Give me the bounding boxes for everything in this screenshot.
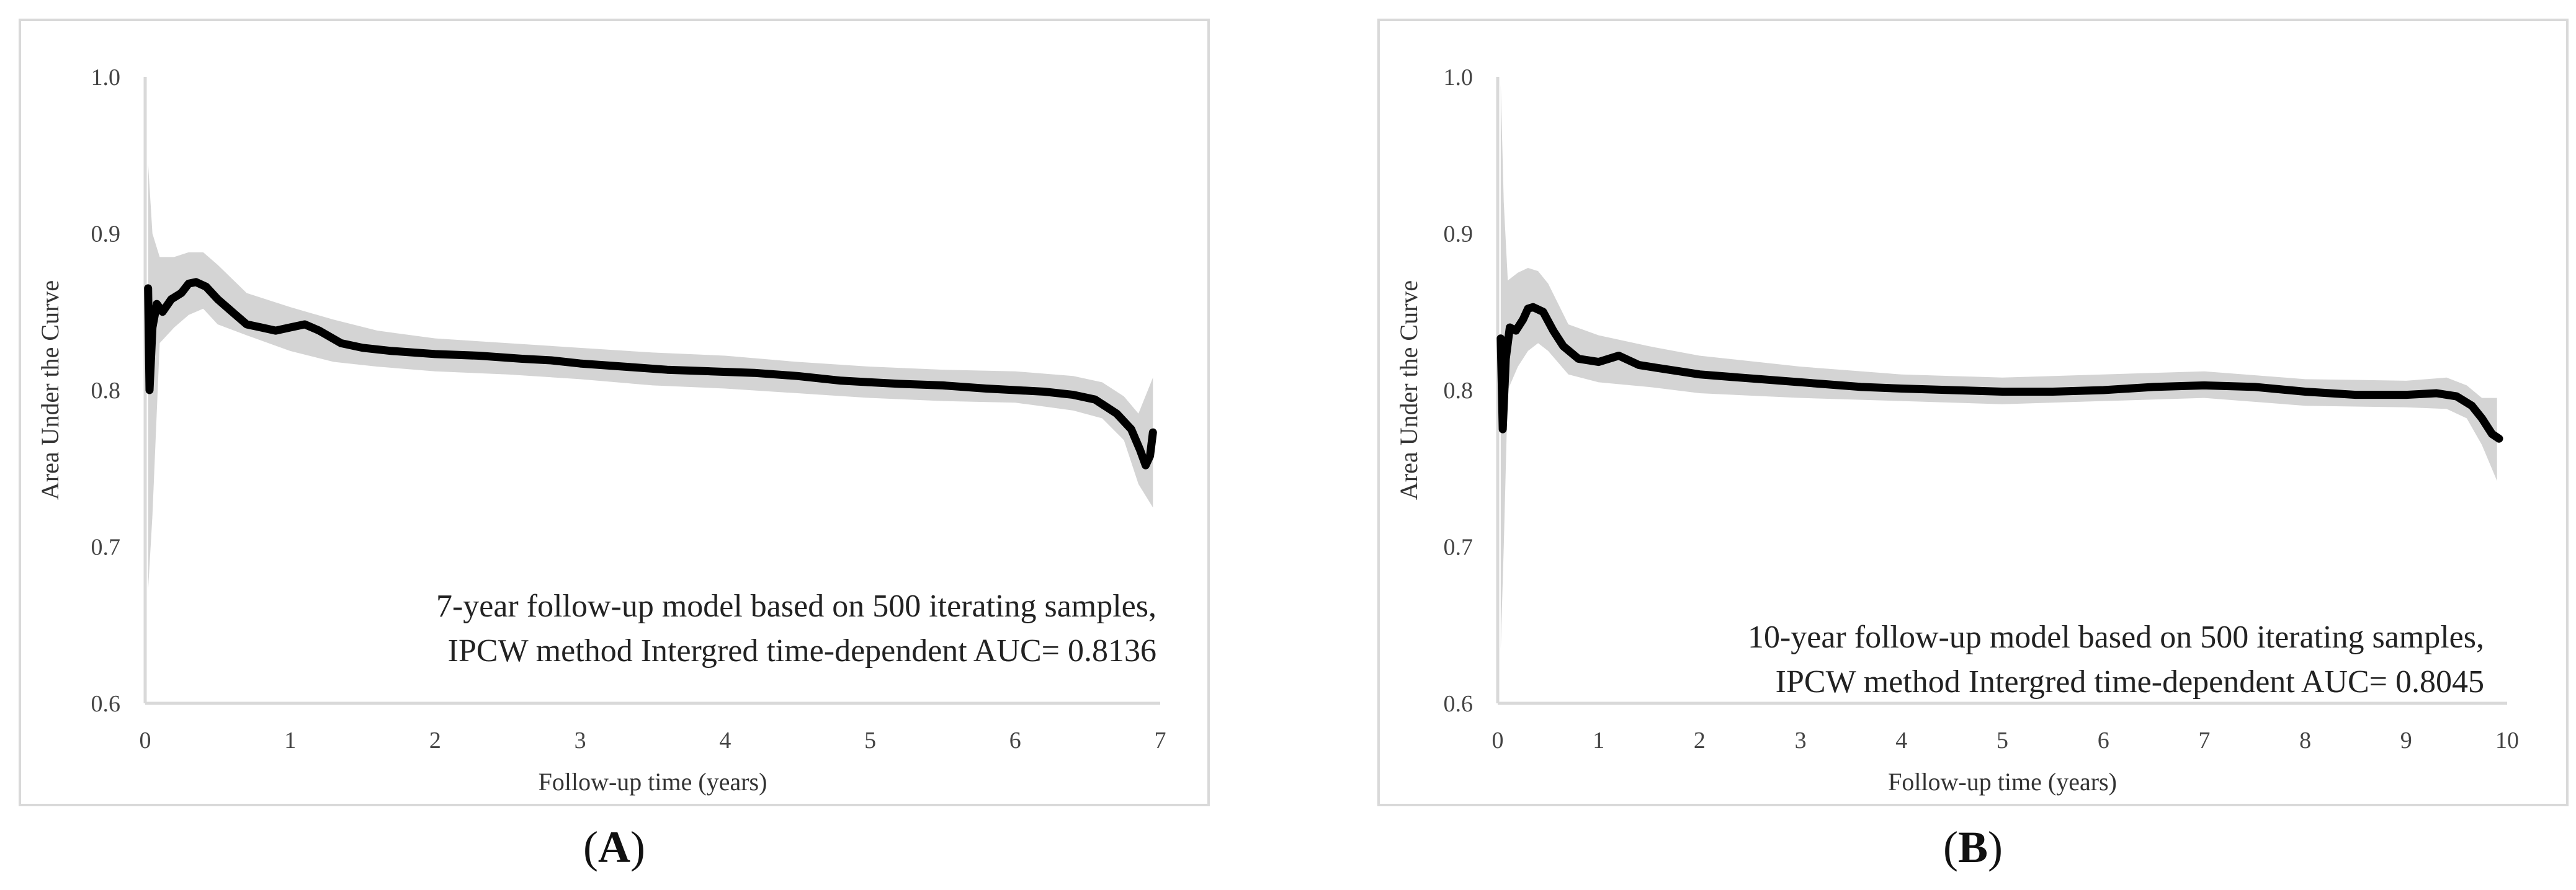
ci-band xyxy=(148,162,1153,591)
x-tick-label: 0 xyxy=(1492,728,1504,754)
auc-series-line xyxy=(1496,303,2503,443)
x-tick-label: 7 xyxy=(2198,728,2210,754)
ci-band xyxy=(1500,84,2497,649)
auc-annotation-line: 7-year follow-up model based on 500 iter… xyxy=(436,589,1156,624)
y-tick-label: 1.0 xyxy=(1444,65,1474,91)
x-tick-label: 3 xyxy=(575,728,586,754)
x-tick-label: 5 xyxy=(1997,728,2008,754)
x-tick-label: 2 xyxy=(429,728,441,754)
y-tick-label: 0.7 xyxy=(1444,535,1474,561)
x-tick-label: 10 xyxy=(2495,728,2519,754)
y-tick-label: 0.6 xyxy=(91,691,121,717)
auc-series-line xyxy=(144,278,1157,469)
y-tick-label: 0.9 xyxy=(1444,221,1474,247)
y-tick-label: 0.6 xyxy=(1444,691,1474,717)
x-tick-label: 1 xyxy=(1593,728,1604,754)
x-tick-label: 6 xyxy=(2098,728,2109,754)
x-tick-label: 0 xyxy=(140,728,151,754)
panel-label-b: (B) xyxy=(1943,822,2003,872)
y-tick-label: 0.8 xyxy=(1444,378,1474,404)
chart-panel-a: 0.6 0.7 0.8 0.9 1.0 0 1 2 3 4 5 6 7 Follow-up time (y… xyxy=(19,19,1210,806)
x-axis-title: Follow-up time (years) xyxy=(1888,768,2117,796)
x-tick-label: 8 xyxy=(2299,728,2311,754)
x-tick-label: 5 xyxy=(864,728,876,754)
x-tick-label: 4 xyxy=(1895,728,1907,754)
y-tick-label: 0.9 xyxy=(91,221,121,247)
panel-label-a: (A) xyxy=(583,822,645,872)
x-tick-label: 4 xyxy=(719,728,731,754)
auc-annotation-line: IPCW method Intergred time-dependent AUC… xyxy=(448,633,1156,669)
y-tick-label: 0.7 xyxy=(91,535,121,561)
auc-annotation-line: IPCW method Intergred time-dependent AUC… xyxy=(1776,664,2484,700)
y-axis-title: Area Under the Curve xyxy=(36,280,64,500)
x-tick-label: 6 xyxy=(1009,728,1021,754)
x-tick-label: 1 xyxy=(284,728,296,754)
auc-chart-a: 0.6 0.7 0.8 0.9 1.0 0 1 2 3 4 5 6 7 Follow-up time (y… xyxy=(36,65,1166,796)
auc-chart-b: 0.6 0.7 0.8 0.9 1.0 0 1 2 3 4 5 6 7 8 9 10 Follow-up tim… xyxy=(1395,65,2519,796)
x-tick-label: 7 xyxy=(1155,728,1166,754)
x-tick-label: 3 xyxy=(1795,728,1807,754)
x-tick-label: 2 xyxy=(1694,728,1706,754)
y-axis-title: Area Under the Curve xyxy=(1395,280,1423,500)
auc-annotation-line: 10-year follow-up model based on 500 ite… xyxy=(1748,620,2484,655)
x-tick-label: 9 xyxy=(2400,728,2412,754)
x-axis-title: Follow-up time (years) xyxy=(539,768,767,796)
y-tick-label: 0.8 xyxy=(91,378,121,404)
y-tick-label: 1.0 xyxy=(91,65,121,91)
chart-panel-b: 0.6 0.7 0.8 0.9 1.0 0 1 2 3 4 5 6 7 8 9 10 Follow-up tim… xyxy=(1377,19,2569,806)
